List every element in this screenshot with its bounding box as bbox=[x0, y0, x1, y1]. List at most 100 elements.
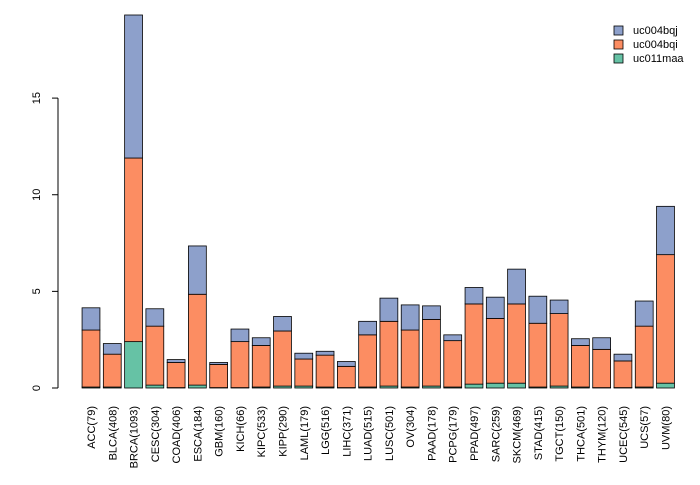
bar-stack bbox=[82, 308, 100, 388]
bar-stack bbox=[486, 297, 504, 388]
bar-segment-uc004bqi bbox=[359, 335, 377, 387]
bar-stack bbox=[167, 360, 185, 388]
bar-segment-uc004bqj bbox=[401, 305, 419, 330]
x-tick-label: SARC(259) bbox=[490, 406, 502, 462]
x-tick-label: UCS(57) bbox=[639, 406, 651, 449]
bar-segment-uc004bqi bbox=[210, 364, 228, 387]
bar-segment-uc004bqi bbox=[167, 362, 185, 387]
legend-label: uc004bqj bbox=[633, 25, 678, 37]
bar-segment-uc004bqj bbox=[359, 321, 377, 335]
bar-segment-uc004bqi bbox=[103, 354, 121, 387]
bars bbox=[82, 15, 674, 388]
bar-stack bbox=[252, 338, 270, 388]
y-tick-label: 0 bbox=[31, 385, 43, 391]
bar-stack bbox=[146, 309, 164, 388]
bar-segment-uc011maa bbox=[486, 383, 504, 388]
bar-segment-uc004bqj bbox=[103, 344, 121, 355]
bar-segment-uc004bqi bbox=[529, 323, 547, 387]
bar-stack bbox=[529, 296, 547, 388]
bar-segment-uc004bqi bbox=[125, 158, 143, 342]
y-tick-label: 15 bbox=[31, 92, 43, 104]
bar-segment-uc004bqi bbox=[635, 326, 653, 387]
x-tick-label: LUSC(501) bbox=[384, 406, 396, 461]
x-tick-label: UVM(80) bbox=[661, 406, 673, 450]
bar-segment-uc004bqj bbox=[231, 329, 249, 342]
bar-segment-uc004bqj bbox=[380, 298, 398, 321]
bar-segment-uc004bqj bbox=[593, 338, 611, 350]
bar-segment-uc004bqi bbox=[252, 345, 270, 387]
bar-segment-uc004bqj bbox=[167, 360, 185, 363]
x-tick-label: TGCT(150) bbox=[554, 406, 566, 462]
x-tick-labels: ACC(79)BLCA(408)BRCA(1093)CESC(304)COAD(… bbox=[86, 406, 673, 468]
bar-segment-uc004bqj bbox=[465, 288, 483, 304]
bar-segment-uc004bqi bbox=[508, 304, 526, 383]
x-tick-label: OV(304) bbox=[405, 406, 417, 448]
x-tick-label: GBM(160) bbox=[214, 406, 226, 457]
y-tick-label: 10 bbox=[31, 189, 43, 201]
bar-stack bbox=[401, 305, 419, 388]
legend-label: uc004bqi bbox=[633, 39, 678, 51]
bar-segment-uc004bqj bbox=[614, 354, 632, 361]
bar-segment-uc004bqi bbox=[337, 366, 355, 387]
bar-segment-uc004bqj bbox=[337, 362, 355, 367]
legend: uc004bqj uc004bqi uc011maa bbox=[614, 25, 684, 65]
bar-stack bbox=[465, 288, 483, 389]
bar-stack bbox=[295, 353, 313, 388]
bar-segment-uc004bqj bbox=[295, 353, 313, 359]
bar-segment-uc004bqj bbox=[82, 308, 100, 330]
bar-segment-uc004bqi bbox=[444, 341, 462, 387]
bar-segment-uc004bqj bbox=[529, 296, 547, 323]
bar-segment-uc004bqi bbox=[657, 255, 675, 384]
x-tick-label: CESC(304) bbox=[150, 406, 162, 462]
bar-segment-uc004bqj bbox=[210, 362, 228, 364]
bar-stack bbox=[337, 362, 355, 388]
bar-segment-uc004bqj bbox=[486, 297, 504, 318]
bar-stack bbox=[188, 246, 206, 388]
bar-segment-uc004bqi bbox=[401, 330, 419, 387]
bar-segment-uc004bqi bbox=[465, 304, 483, 384]
bar-segment-uc004bqj bbox=[657, 206, 675, 254]
bar-stack bbox=[125, 15, 143, 388]
x-tick-label: PAAD(178) bbox=[426, 406, 438, 461]
bar-segment-uc004bqi bbox=[295, 359, 313, 386]
bar-stack bbox=[316, 351, 334, 388]
x-tick-label: THYM(120) bbox=[597, 406, 609, 463]
x-tick-label: STAD(415) bbox=[533, 406, 545, 460]
bar-segment-uc004bqj bbox=[508, 269, 526, 304]
bar-segment-uc004bqi bbox=[231, 342, 249, 388]
bar-segment-uc004bqi bbox=[486, 318, 504, 383]
bar-segment-uc004bqi bbox=[571, 345, 589, 387]
bar-segment-uc004bqj bbox=[444, 335, 462, 341]
x-tick-label: THCA(501) bbox=[575, 406, 587, 462]
bar-stack bbox=[593, 338, 611, 388]
x-tick-label: LUAD(515) bbox=[363, 406, 375, 461]
x-tick-label: BLCA(408) bbox=[107, 406, 119, 460]
bar-segment-uc004bqi bbox=[593, 349, 611, 387]
x-tick-label: LGG(516) bbox=[320, 406, 332, 455]
bar-stack bbox=[423, 306, 441, 388]
legend-swatch-uc004bqi bbox=[614, 40, 623, 49]
bar-segment-uc004bqi bbox=[316, 355, 334, 387]
x-tick-label: COAD(406) bbox=[171, 406, 183, 463]
legend-label: uc011maa bbox=[633, 53, 684, 65]
bar-stack bbox=[380, 298, 398, 388]
bar-segment-uc011maa bbox=[508, 383, 526, 388]
bar-stack bbox=[614, 354, 632, 388]
x-tick-label: PPAD(497) bbox=[469, 406, 481, 461]
bar-segment-uc004bqi bbox=[188, 294, 206, 385]
bar-segment-uc004bqi bbox=[146, 326, 164, 385]
bar-segment-uc004bqj bbox=[635, 301, 653, 326]
x-tick-label: BRCA(1093) bbox=[129, 406, 141, 468]
bar-segment-uc004bqj bbox=[188, 246, 206, 294]
x-tick-label: KIPP(290) bbox=[278, 406, 290, 457]
bar-segment-uc004bqi bbox=[423, 319, 441, 386]
bar-segment-uc004bqi bbox=[82, 330, 100, 387]
bar-stack bbox=[571, 339, 589, 388]
bar-stack bbox=[210, 362, 228, 388]
bar-segment-uc004bqi bbox=[550, 314, 568, 386]
x-tick-label: ESCA(184) bbox=[192, 406, 204, 462]
bar-segment-uc011maa bbox=[146, 385, 164, 388]
bar-stack bbox=[103, 344, 121, 388]
bar-stack bbox=[359, 321, 377, 388]
